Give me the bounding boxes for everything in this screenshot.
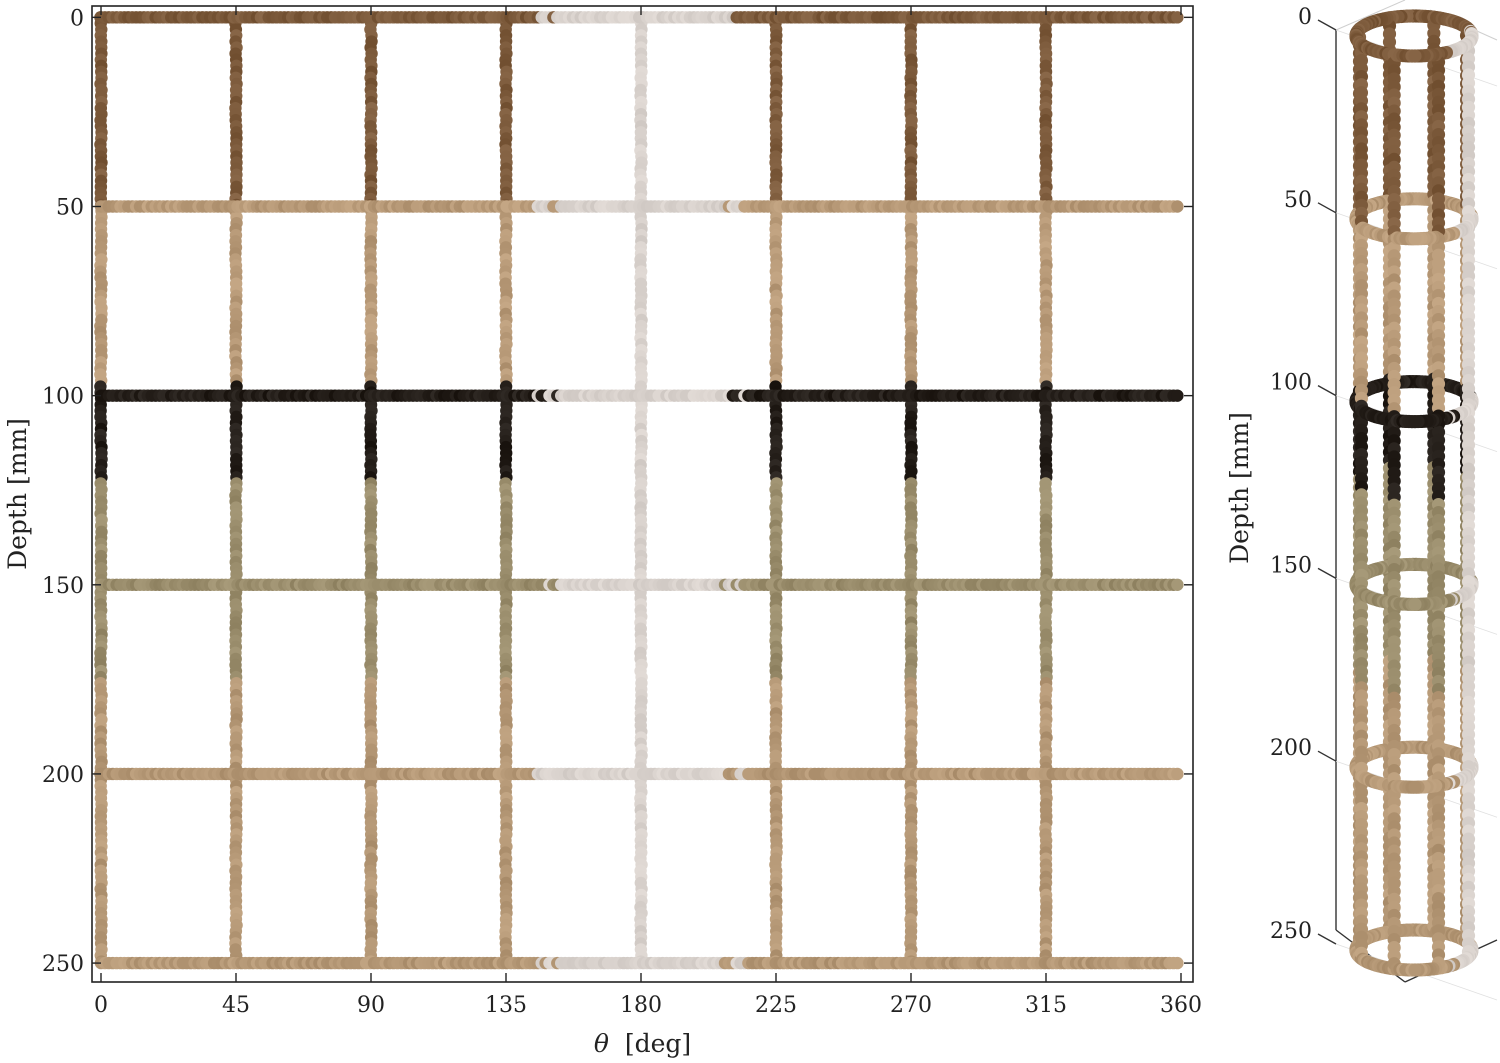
x-axis-ticks: 0 45 90 135 180 225 270 315 360 — [94, 6, 1202, 1018]
z-tick-label: 0 — [1298, 5, 1312, 30]
z-tick-label: 150 — [1270, 553, 1312, 578]
cylinder-axis-label: Depth [mm] — [1225, 412, 1254, 564]
scan-point — [1171, 956, 1184, 970]
scan-line-theta-315 — [1039, 11, 1053, 968]
cylinder-points — [1349, 9, 1479, 977]
box-edge — [1335, 0, 1406, 31]
cylinder-point — [1408, 415, 1422, 429]
z-tick-mark — [1317, 19, 1337, 31]
z-tick-mark — [1317, 202, 1337, 214]
scan-line-depth-100 — [94, 389, 1184, 402]
cylinder-point — [1408, 963, 1422, 977]
z-tick-label: 50 — [1284, 188, 1312, 213]
scan-line-theta-225 — [769, 11, 783, 968]
scan-line-depth-250 — [94, 956, 1184, 970]
scan-line-depth-200 — [94, 767, 1184, 781]
scan-line-theta-45 — [229, 11, 243, 968]
x-tick-label: 180 — [620, 993, 662, 1018]
x-tick-label: 270 — [890, 993, 932, 1018]
z-tick-label: 200 — [1270, 736, 1312, 761]
x-axis-label-unit: [deg] — [625, 1029, 691, 1058]
scan-line-theta-135 — [499, 11, 513, 968]
scan-points — [94, 11, 1184, 970]
z-tick-label: 100 — [1270, 371, 1312, 396]
scan-line-theta-270 — [904, 11, 918, 968]
z-tick-mark — [1317, 384, 1337, 397]
scan-line-theta-90 — [364, 11, 378, 968]
x-tick-label: 135 — [485, 993, 527, 1018]
x-tick-label: 0 — [94, 993, 108, 1018]
scan-line-depth-50 — [94, 200, 1184, 213]
scan-point — [1171, 767, 1184, 781]
scan-line-depth-150 — [94, 578, 1184, 591]
cylinder-point — [1408, 49, 1422, 63]
z-tick-mark — [1317, 750, 1337, 762]
y-tick-label: 200 — [42, 763, 84, 788]
x-tick-label: 45 — [222, 993, 250, 1018]
y-tick-label: 250 — [42, 952, 84, 977]
z-tick-mark — [1317, 933, 1337, 945]
cylinder-point — [1408, 780, 1422, 794]
cylinder-point — [1408, 597, 1422, 612]
scan-line-theta-180 — [634, 11, 648, 968]
y-tick-label: 0 — [70, 6, 84, 31]
y-tick-label: 150 — [42, 574, 84, 599]
z-tick-mark — [1317, 567, 1337, 580]
z-tick-label: 250 — [1270, 919, 1312, 944]
scan-point — [1171, 578, 1184, 591]
unwrapped-scan-chart: 0 45 90 135 180 225 270 315 360 050100150200250 … — [3, 5, 1202, 1058]
x-tick-label: 225 — [755, 993, 797, 1018]
cylinder-3d-chart: 0 50 100 150 200 250 Depth [mm] — [1225, 0, 1498, 1001]
x-tick-label: 315 — [1025, 993, 1067, 1018]
scan-line-depth-0 — [94, 11, 1184, 24]
y-tick-label: 100 — [42, 385, 84, 410]
cylinder-point — [1408, 232, 1422, 246]
scan-point — [1171, 200, 1184, 213]
scan-point — [1171, 11, 1184, 24]
y-axis-ticks: 0 50 100 150 200 250 — [42, 6, 1193, 977]
z-axis-ticks: 0 50 100 150 200 250 — [1270, 5, 1337, 945]
y-axis-label: Depth [mm] — [3, 418, 32, 570]
x-axis-label-symbol: θ — [594, 1029, 609, 1058]
x-axis-label: θ [deg] — [594, 1029, 691, 1058]
scan-line-theta-0 — [94, 11, 108, 968]
x-tick-label: 90 — [357, 993, 385, 1018]
y-tick-label: 50 — [56, 195, 84, 220]
plot-frame — [91, 5, 1194, 983]
scan-point — [1171, 389, 1184, 402]
x-tick-label: 360 — [1160, 993, 1202, 1018]
